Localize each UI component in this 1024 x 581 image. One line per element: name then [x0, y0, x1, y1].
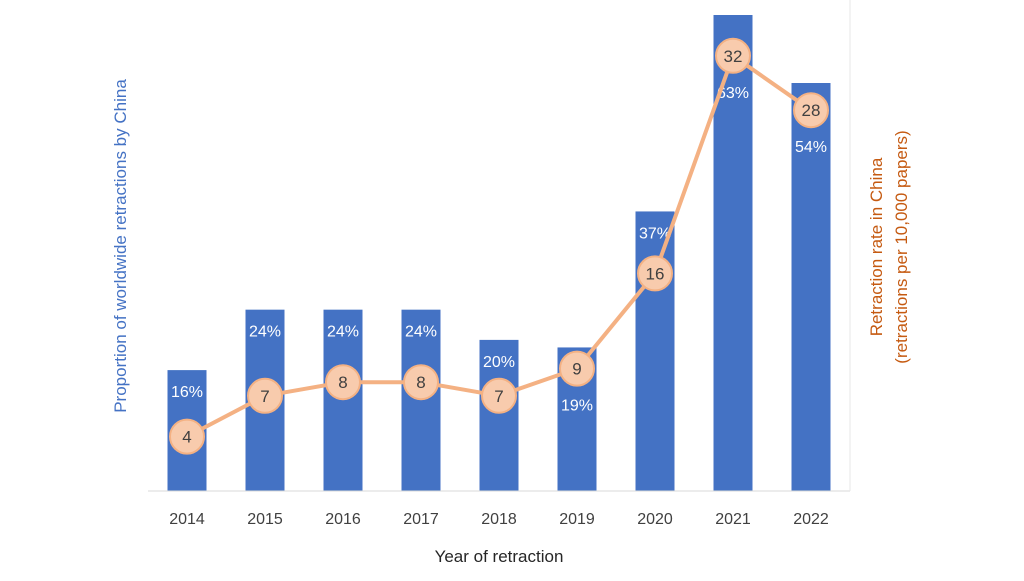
x-tick-labels: 2014 2015 2016 2017 2018 2019 2020 2021 2022 [169, 511, 829, 528]
rate-label-2020: 16 [646, 264, 665, 283]
bar-label-2020: 37% [639, 225, 671, 242]
rate-label-2021: 32 [724, 47, 743, 66]
x-tick-2018: 2018 [481, 511, 517, 528]
bar-data-labels: 16% 24% 24% 24% 20% 19% 37% 63% 54% [171, 85, 827, 415]
rate-label-2019: 9 [572, 360, 581, 379]
x-tick-2014: 2014 [169, 511, 205, 528]
x-tick-2020: 2020 [637, 511, 673, 528]
rate-label-2014: 4 [182, 428, 191, 447]
bar-label-2022: 54% [795, 139, 827, 156]
rate-marker-2022 [793, 92, 829, 129]
rate-label-2016: 8 [338, 373, 347, 392]
x-tick-2017: 2017 [403, 511, 439, 528]
x-tick-2015: 2015 [247, 511, 283, 528]
bar-series [167, 15, 831, 491]
rate-marker-2016 [325, 364, 361, 401]
rate-label-2018: 7 [494, 387, 503, 406]
rate-marker-2018 [481, 377, 517, 414]
rate-label-2015: 7 [260, 387, 269, 406]
bar-2018 [479, 339, 519, 491]
rate-marker-2014 [169, 418, 205, 455]
x-tick-2022: 2022 [793, 511, 829, 528]
bar-2016 [323, 309, 363, 491]
rate-label-2017: 8 [416, 373, 425, 392]
rate-marker-2020 [637, 255, 673, 292]
rate-markers: 4 7 8 8 7 9 16 32 28 [169, 37, 829, 455]
right-axis-title-line2: (retractions per 10,000 papers) [892, 130, 911, 363]
bar-label-2019: 19% [561, 398, 593, 415]
bar-label-2021: 63% [717, 85, 749, 102]
rate-marker-2015 [247, 377, 283, 414]
rate-marker-2019 [559, 350, 595, 387]
bar-label-2018: 20% [483, 354, 515, 371]
rate-marker-2017 [403, 364, 439, 401]
left-axis-title: Proportion of worldwide retractions by C… [111, 79, 130, 413]
bar-2020 [635, 211, 675, 491]
bar-label-2016: 24% [327, 324, 359, 341]
bar-label-2014: 16% [171, 384, 203, 401]
bar-label-2015: 24% [249, 324, 281, 341]
x-tick-2021: 2021 [715, 511, 751, 528]
rate-label-2022: 28 [802, 101, 821, 120]
x-axis-title: Year of retraction [435, 547, 564, 566]
rate-marker-2021 [715, 37, 751, 74]
right-axis-title-line1: Retraction rate in China [867, 157, 886, 336]
bar-2022 [791, 83, 831, 491]
bar-label-2017: 24% [405, 324, 437, 341]
x-tick-2019: 2019 [559, 511, 595, 528]
bar-2017 [401, 309, 441, 491]
x-tick-2016: 2016 [325, 511, 361, 528]
